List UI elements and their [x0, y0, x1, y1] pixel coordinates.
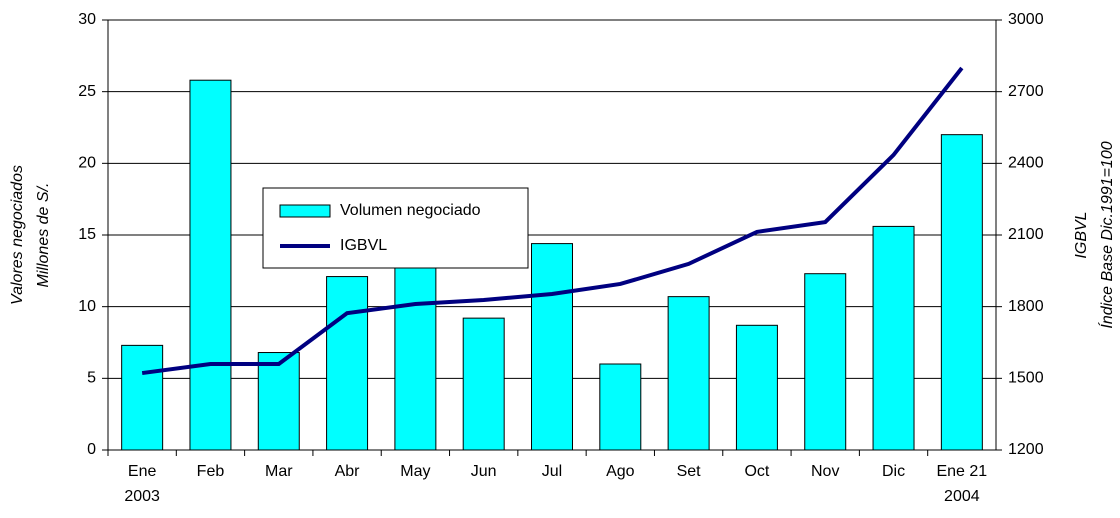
- bar: [394, 247, 437, 451]
- bar: [735, 324, 778, 451]
- y2-axis-label: Índice Base Dic.1991=100: [1097, 141, 1116, 328]
- y2-tick-label: 2700: [1008, 83, 1044, 100]
- x-tick-label: Ene: [128, 463, 157, 480]
- x-tick-label: 2003: [124, 488, 160, 505]
- x-tick-label: Dic: [882, 463, 905, 480]
- y2-tick-label: 1200: [1008, 441, 1044, 458]
- bar: [326, 276, 369, 451]
- y-tick-label: 25: [78, 83, 96, 100]
- x-tick-label: Jul: [542, 463, 562, 480]
- y2-tick-label: 2100: [1008, 226, 1044, 243]
- y-tick-label: 10: [78, 298, 96, 315]
- y2-tick-label: 1500: [1008, 370, 1044, 387]
- x-tick-label: Abr: [335, 463, 361, 480]
- bar: [804, 273, 847, 451]
- bar: [257, 352, 300, 451]
- bar: [189, 79, 232, 451]
- y-axis-label: Valores negociados: [9, 165, 26, 305]
- y2-tick-label: 3000: [1008, 11, 1044, 28]
- y2-tick-label: 2400: [1008, 155, 1044, 172]
- y-axis-label: Millones de S/.: [35, 183, 52, 288]
- x-tick-label: Nov: [811, 463, 839, 480]
- legend-swatch: [279, 204, 331, 218]
- bar: [940, 134, 983, 451]
- x-tick-label: 2004: [944, 488, 980, 505]
- x-tick-label: Oct: [744, 463, 769, 480]
- bar: [667, 296, 710, 451]
- y-tick-label: 5: [87, 370, 96, 387]
- bar: [121, 344, 164, 451]
- x-tick-label: Jun: [471, 463, 497, 480]
- bar: [872, 225, 915, 451]
- y-tick-label: 30: [78, 11, 96, 28]
- y2-axis-label: IGBVL: [1073, 211, 1090, 258]
- bar: [599, 363, 642, 451]
- y-tick-label: 20: [78, 155, 96, 172]
- y-tick-label: 0: [87, 441, 96, 458]
- legend-label: Volumen negociado: [340, 202, 481, 219]
- y-tick-label: 15: [78, 226, 96, 243]
- line: [141, 66, 964, 376]
- bar: [462, 317, 505, 451]
- x-tick-label: Set: [677, 463, 702, 480]
- y2-tick-label: 1800: [1008, 298, 1044, 315]
- legend-label: IGBVL: [340, 237, 387, 254]
- x-tick-label: Ago: [606, 463, 635, 480]
- x-tick-label: Ene 21: [936, 463, 987, 480]
- legend-box: [262, 187, 529, 269]
- x-tick-label: May: [400, 463, 430, 480]
- x-tick-label: Mar: [265, 463, 293, 480]
- x-tick-label: Feb: [197, 463, 225, 480]
- bar: [531, 243, 573, 451]
